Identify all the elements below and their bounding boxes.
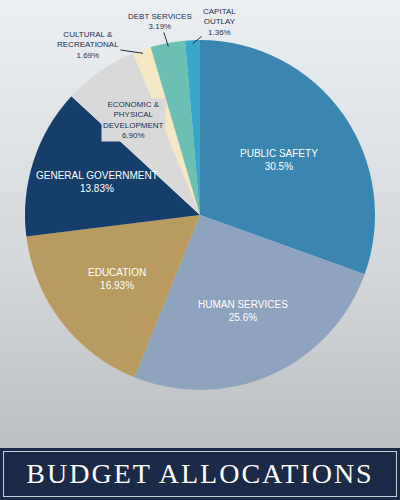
svg-text:HUMAN SERVICES25.6%: HUMAN SERVICES25.6% [198, 299, 288, 323]
svg-text:ECONOMIC &PHYSICALDEVELOPMENT6: ECONOMIC &PHYSICALDEVELOPMENT6.90% [103, 100, 164, 140]
svg-text:GENERAL GOVERNMENT13.83%: GENERAL GOVERNMENT13.83% [36, 170, 158, 194]
svg-text:EDUCATION16.93%: EDUCATION16.93% [88, 267, 146, 291]
svg-text:CAPITALOUTLAY1.36%: CAPITALOUTLAY1.36% [203, 7, 236, 37]
svg-text:DEBT SERVICES3.19%: DEBT SERVICES3.19% [128, 12, 192, 31]
svg-text:CULTURAL &RECREATIONAL1.69%: CULTURAL &RECREATIONAL1.69% [57, 30, 119, 60]
svg-text:PUBLIC SAFETY30.5%: PUBLIC SAFETY30.5% [240, 148, 318, 172]
html-text:BUDGET ALLOCATIONS: BUDGET ALLOCATIONS [26, 458, 374, 489]
